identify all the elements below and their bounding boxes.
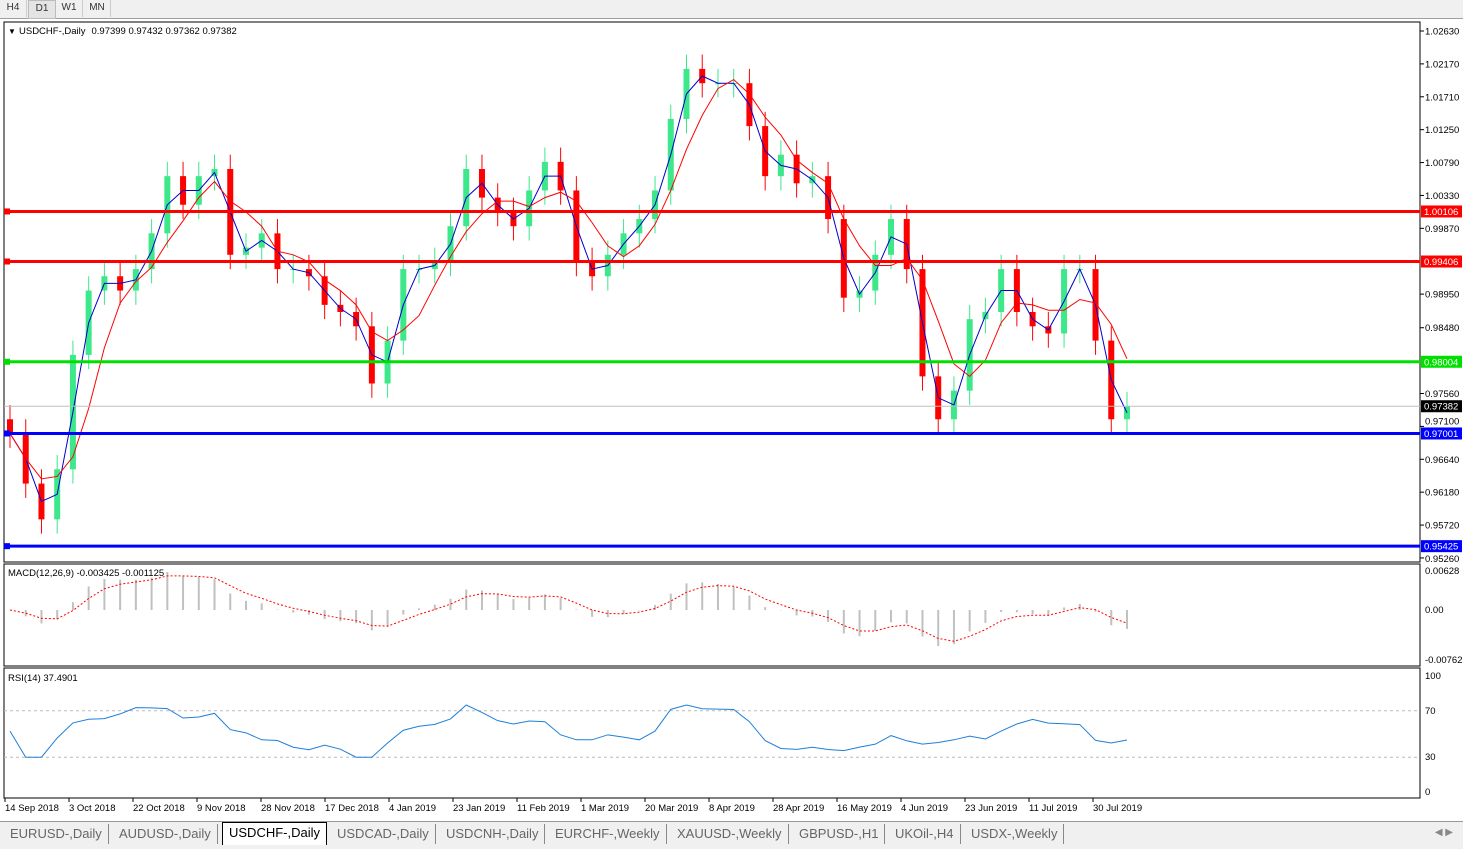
y-tick-label: 0.95260	[1425, 554, 1459, 565]
timeframe-mn[interactable]: MN	[84, 0, 111, 17]
main-panel	[3, 21, 1421, 563]
timeframe-d1[interactable]: D1	[28, 0, 56, 19]
x-tick-label: 4 Jan 2019	[389, 803, 436, 814]
y-tick-label: 1.01710	[1425, 92, 1459, 103]
rsi-label: RSI(14) 37.4901	[8, 673, 78, 684]
ohlc-values: 0.97399 0.97432 0.97362 0.97382	[92, 26, 237, 37]
timeframe-h4[interactable]: H4	[0, 0, 27, 17]
chart-tab[interactable]: USDCHF-,Daily	[222, 822, 327, 845]
x-tick-label: 8 Apr 2019	[709, 803, 755, 814]
x-tick-label: 23 Jan 2019	[453, 803, 505, 814]
x-tick-label: 30 Jul 2019	[1093, 803, 1142, 814]
y-tick-label: 1.01250	[1425, 125, 1459, 136]
rsi-tick-label: 70	[1425, 706, 1436, 717]
macd-tick-label: 0.00	[1425, 605, 1444, 616]
x-tick-label: 28 Apr 2019	[773, 803, 824, 814]
rsi-tick-label: 0	[1425, 787, 1430, 798]
y-tick-label: 0.97100	[1425, 416, 1459, 427]
price-chart[interactable]: ▼ USDCHF-,Daily 0.97399 0.97432 0.97362 0.…	[0, 0, 1463, 821]
level-price-tag	[1421, 205, 1462, 218]
chart-tabs: ◀ ▶ EURUSD-,Daily AUDUSD-,Daily USDCHF-,Da…	[0, 821, 1463, 849]
level-handle[interactable]	[4, 258, 10, 265]
x-tick-label: 11 Jul 2019	[1029, 803, 1077, 814]
level-handle[interactable]	[4, 208, 10, 215]
dropdown-triangle-icon[interactable]: ▼	[8, 27, 16, 36]
chart-tab[interactable]: GBPUSD-,H1	[793, 824, 886, 844]
macd-label: MACD(12,26,9) -0.003425 -0.001125	[8, 568, 164, 579]
y-tick-label: 0.95720	[1425, 521, 1459, 532]
x-tick-label: 11 Feb 2019	[517, 803, 570, 814]
chart-tab[interactable]: EURCHF-,Weekly	[549, 824, 667, 844]
timeframe-toolbar: H4 D1 W1 MN	[0, 0, 1463, 19]
chart-tab[interactable]: AUDUSD-,Daily	[113, 824, 218, 844]
y-tick-label: 0.97560	[1425, 389, 1459, 400]
rsi-tick-label: 30	[1425, 752, 1436, 763]
level-handle[interactable]	[4, 358, 10, 365]
x-tick-label: 4 Jun 2019	[901, 803, 948, 814]
tab-scroll-arrows[interactable]: ◀ ▶	[1434, 827, 1453, 838]
chart-tab[interactable]: UKOil-,H4	[889, 824, 961, 844]
level-handle[interactable]	[4, 543, 10, 550]
y-tick-label: 0.96180	[1425, 488, 1459, 499]
level-price-label: 0.97001	[1424, 429, 1458, 440]
x-tick-label: 28 Nov 2018	[261, 803, 315, 814]
y-tick-label: 1.00330	[1425, 191, 1459, 202]
macd-signal-line	[9, 575, 1128, 642]
x-tick-label: 14 Sep 2018	[5, 803, 59, 814]
x-tick-label: 1 Mar 2019	[581, 803, 629, 814]
level-price-label: 0.95425	[1424, 542, 1458, 553]
rsi-line	[9, 704, 1128, 758]
rsi-tick-label: 100	[1425, 671, 1441, 682]
ma-fast-line	[9, 75, 1128, 503]
y-tick-label: 1.00790	[1425, 158, 1459, 169]
level-price-tag	[1421, 355, 1462, 368]
level-price-label: 1.00106	[1424, 207, 1458, 218]
level-handle[interactable]	[4, 430, 10, 437]
x-tick-label: 23 Jun 2019	[965, 803, 1017, 814]
current-price-tag	[1421, 400, 1462, 413]
x-tick-label: 3 Oct 2018	[69, 803, 115, 814]
ma-slow-line	[9, 79, 1128, 480]
timeframe-w1[interactable]: W1	[56, 0, 83, 17]
level-price-label: 0.99406	[1424, 257, 1458, 268]
y-tick-label: 0.96640	[1425, 455, 1459, 466]
x-tick-label: 16 May 2019	[837, 803, 892, 814]
level-price-tag	[1421, 427, 1462, 440]
chart-tab[interactable]: XAUUSD-,Weekly	[671, 824, 789, 844]
chart-tab[interactable]: USDCNH-,Daily	[440, 824, 546, 844]
y-tick-label: 0.98480	[1425, 323, 1459, 334]
macd-panel	[3, 563, 1421, 667]
chart-tab[interactable]: USDX-,Weekly	[965, 824, 1065, 844]
y-tick-label: 0.98950	[1425, 290, 1459, 301]
x-tick-label: 20 Mar 2019	[645, 803, 698, 814]
x-tick-label: 17 Dec 2018	[325, 803, 379, 814]
bear-candle	[7, 419, 13, 434]
macd-tick-label: -0.00762	[1425, 655, 1463, 666]
level-price-tag	[1421, 540, 1462, 553]
x-tick-label: 22 Oct 2018	[133, 803, 185, 814]
chart-tab[interactable]: EURUSD-,Daily	[4, 824, 109, 844]
symbol-label: USDCHF-,Daily	[19, 26, 86, 37]
level-price-tag	[1421, 255, 1462, 268]
chart-tab[interactable]: USDCAD-,Daily	[331, 824, 436, 844]
current-price-label: 0.97382	[1424, 402, 1458, 413]
rsi-panel	[3, 667, 1421, 799]
y-tick-label: 1.02170	[1425, 59, 1459, 70]
y-tick-label: 1.02630	[1425, 27, 1459, 38]
level-price-label: 0.98004	[1424, 357, 1458, 368]
macd-tick-label: 0.00628	[1425, 566, 1459, 577]
x-tick-label: 9 Nov 2018	[197, 803, 246, 814]
y-tick-label: 0.99870	[1425, 224, 1459, 235]
